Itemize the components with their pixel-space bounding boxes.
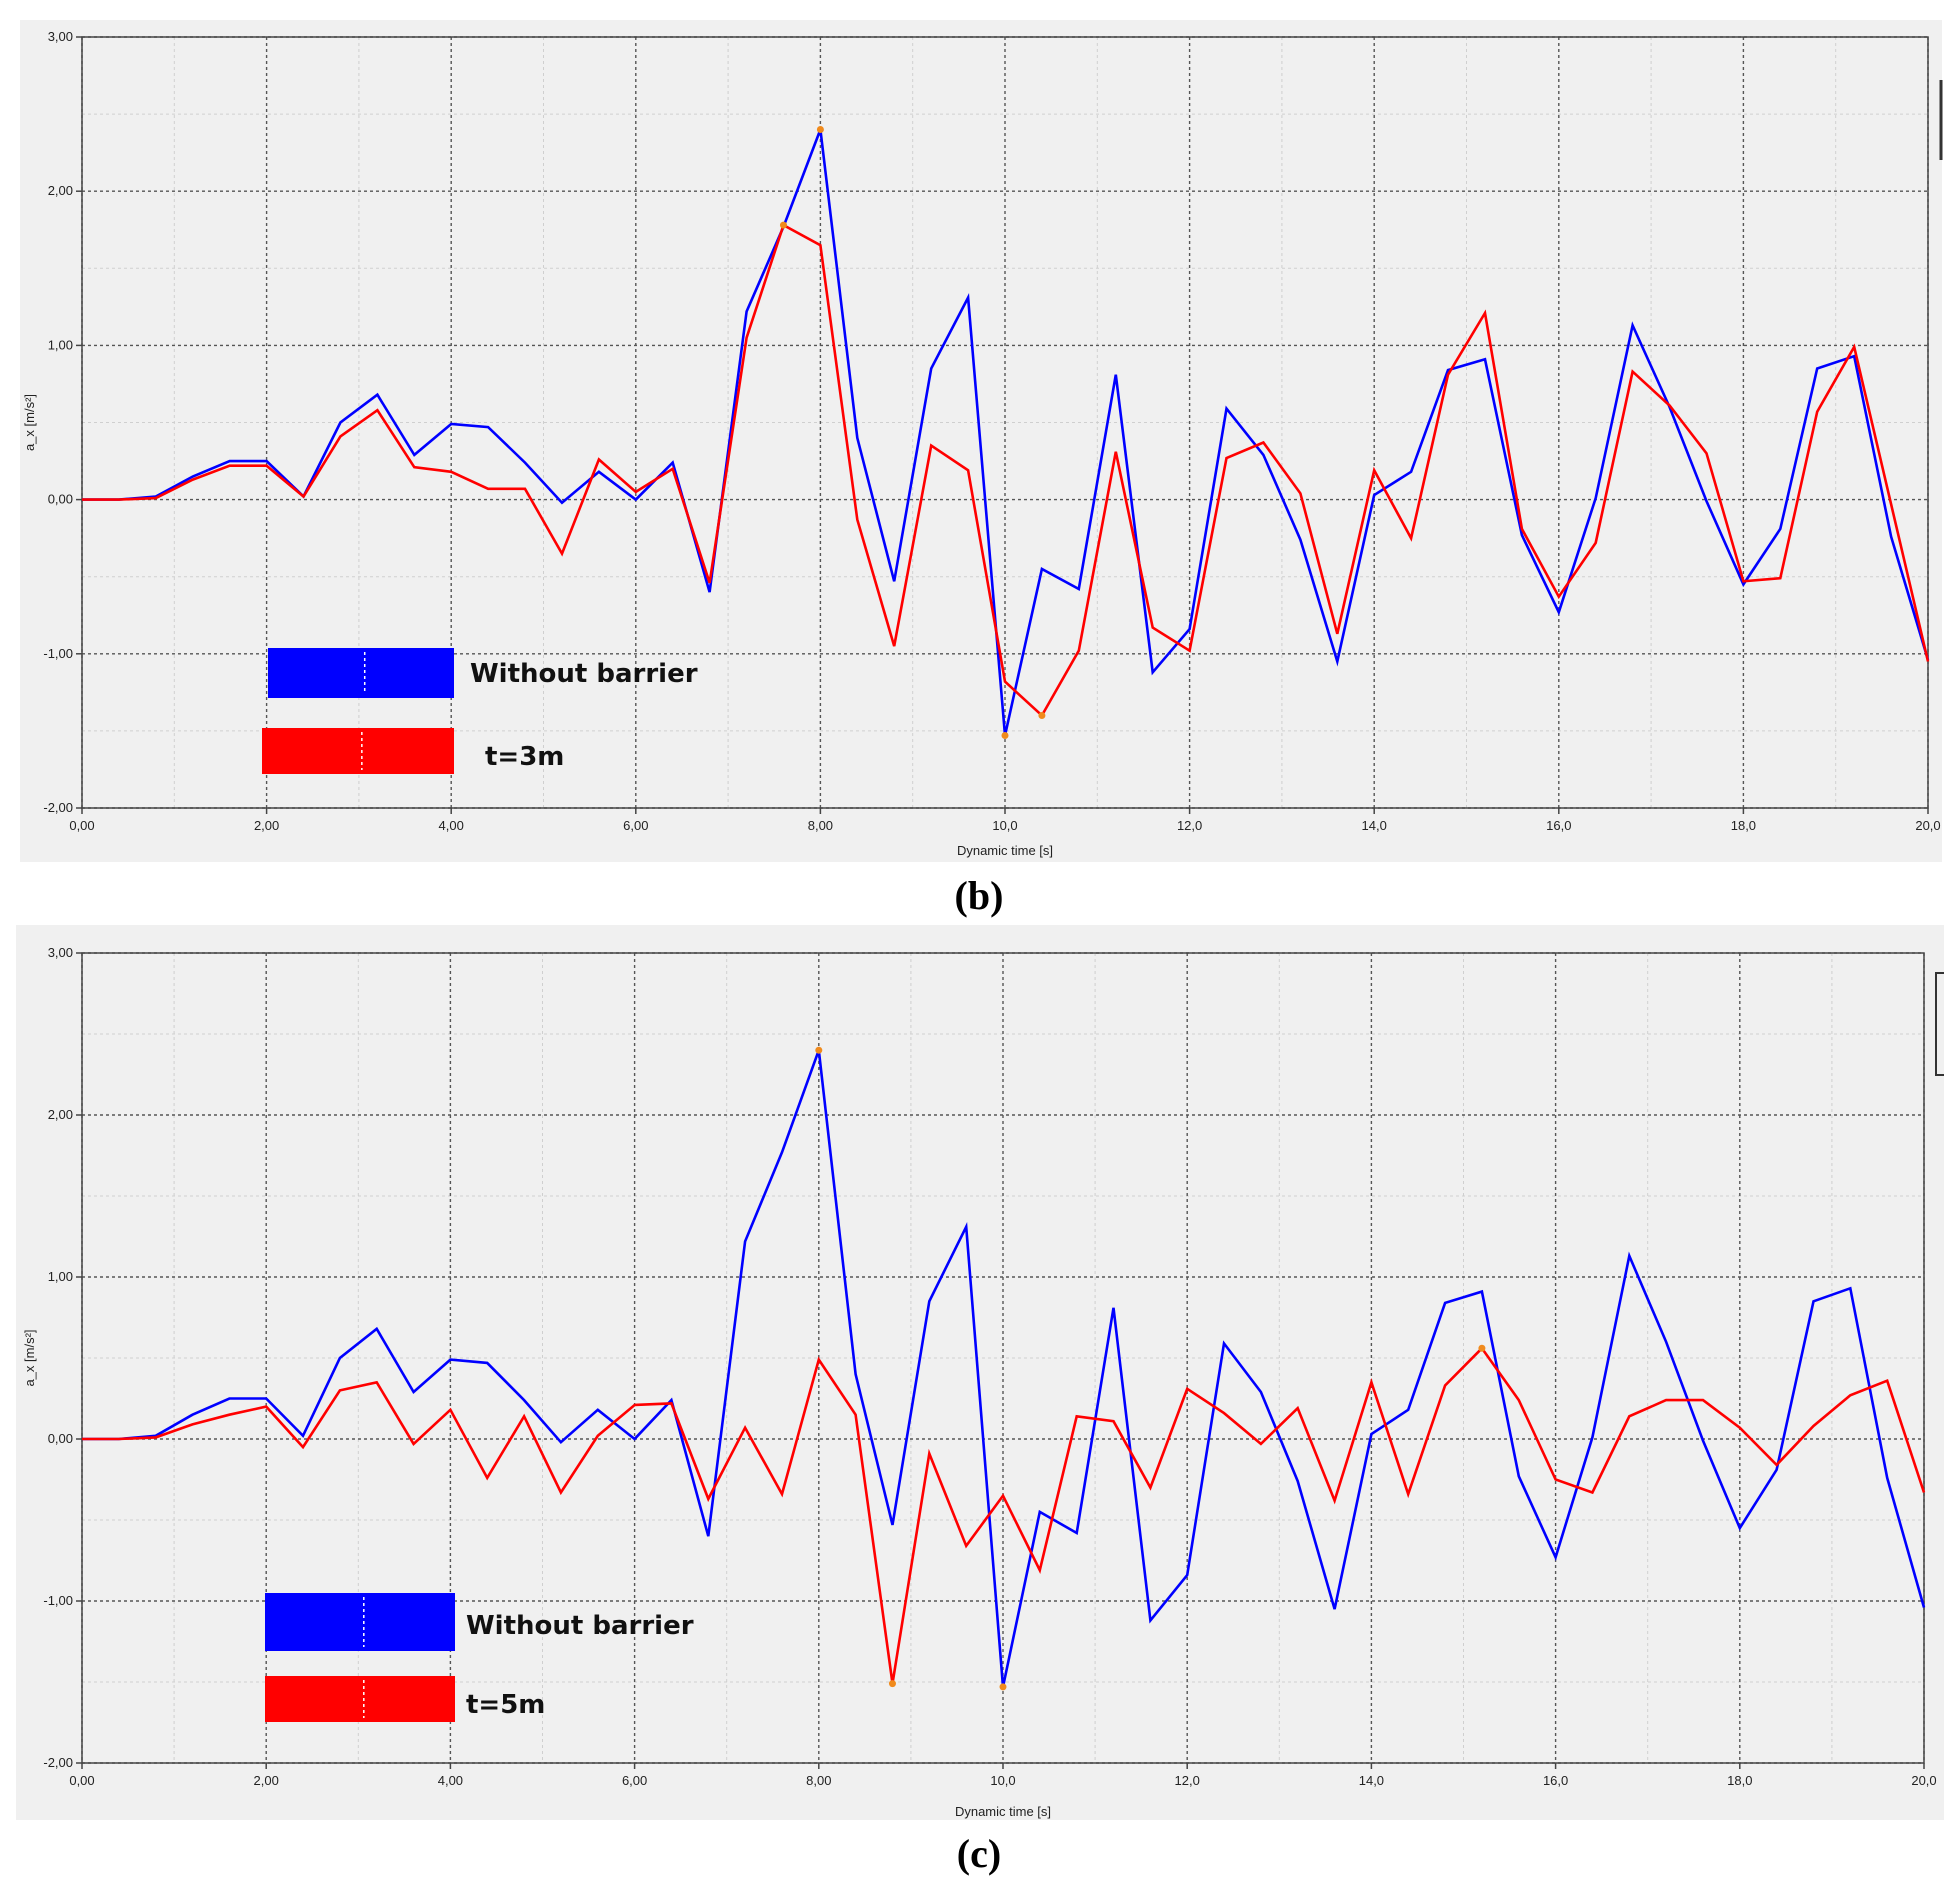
extreme-point-marker (1001, 732, 1009, 740)
x-axis-title: Dynamic time [s] (955, 1804, 1051, 1819)
series-line-with-barrier (82, 1346, 1926, 1684)
x-tick-label: 20,0 (1911, 1773, 1936, 1788)
caption-b: (b) (954, 873, 1004, 918)
x-tick-label: 2,00 (254, 818, 279, 833)
extreme-point-marker (888, 1680, 896, 1688)
axis-ticks: 0,00 2,00 4,00 6,00 8,00 10,0 12,0 14,0 16,0 18,0… (43, 29, 1940, 833)
extreme-point-marker (779, 221, 787, 229)
chart-c-svg: 0,00 2,00 4,00 6,00 8,00 10,0 12,0 14,0 16,0 18,0… (16, 925, 1944, 1820)
x-tick-label: 12,0 (1175, 1773, 1200, 1788)
x-tick-label: 10,0 (990, 1773, 1015, 1788)
x-tick-label: 8,00 (808, 818, 833, 833)
extreme-point-marker (1038, 711, 1046, 719)
y-tick-label: -1,00 (43, 1593, 73, 1608)
x-tick-label: 2,00 (254, 1773, 279, 1788)
legend-swatch (265, 1593, 455, 1651)
legend-swatch (268, 648, 454, 698)
x-tick-label: 0,00 (69, 1773, 94, 1788)
legend-swatch (265, 1676, 455, 1722)
scroll-handle (1935, 972, 1944, 1076)
legend-label: Without barrier (470, 659, 698, 689)
extreme-point-marker (999, 1683, 1007, 1691)
caption-c: (c) (956, 1831, 1002, 1876)
x-tick-label: 6,00 (623, 818, 648, 833)
chart-background (16, 925, 1944, 1820)
x-tick-label: 14,0 (1359, 1773, 1384, 1788)
y-tick-label: 2,00 (48, 183, 73, 198)
x-tick-label: 4,00 (438, 1773, 463, 1788)
chart-panel-c: 0,00 2,00 4,00 6,00 8,00 10,0 12,0 14,0 16,0 18,0… (0, 925, 1958, 1820)
legend-label: t=5m (466, 1690, 545, 1720)
x-axis-title: Dynamic time [s] (957, 843, 1053, 858)
x-tick-label: 16,0 (1543, 1773, 1568, 1788)
extreme-point-marker (1478, 1344, 1486, 1352)
y-tick-label: 3,00 (48, 945, 73, 960)
legend: Without barrier t=5m (265, 1593, 694, 1722)
highlight-markers (779, 126, 1046, 740)
x-tick-label: 10,0 (992, 818, 1017, 833)
highlight-markers (815, 1046, 1486, 1691)
x-tick-label: 8,00 (806, 1773, 831, 1788)
x-tick-label: 0,00 (69, 818, 94, 833)
x-tick-label: 6,00 (622, 1773, 647, 1788)
x-tick-label: 18,0 (1727, 1773, 1752, 1788)
y-axis-title: a_x [m/s²] (22, 1329, 37, 1386)
series-line-with-barrier (82, 223, 1930, 718)
legend-label: t=3m (485, 742, 564, 772)
legend-label: Without barrier (466, 1611, 694, 1641)
y-tick-label: 0,00 (48, 1431, 73, 1446)
x-tick-label: 20,0 (1915, 818, 1940, 833)
major-grid (81, 36, 1929, 809)
y-tick-label: 1,00 (48, 337, 73, 352)
x-tick-label: 14,0 (1362, 818, 1387, 833)
extreme-point-marker (815, 1046, 823, 1054)
y-tick-label: 3,00 (48, 29, 73, 44)
y-tick-label: -2,00 (43, 1755, 73, 1770)
y-tick-label: 1,00 (48, 1269, 73, 1284)
chart-b-svg: 0,00 2,00 4,00 6,00 8,00 10,0 12,0 14,0 16,0 18,0… (20, 20, 1943, 862)
x-tick-label: 12,0 (1177, 818, 1202, 833)
y-tick-label: -1,00 (43, 646, 73, 661)
y-tick-label: 0,00 (48, 492, 73, 507)
y-tick-label: -2,00 (43, 800, 73, 815)
extreme-point-marker (816, 126, 824, 134)
legend-swatch (262, 728, 454, 774)
x-tick-label: 18,0 (1731, 818, 1756, 833)
y-tick-label: 2,00 (48, 1107, 73, 1122)
x-tick-label: 16,0 (1546, 818, 1571, 833)
x-tick-label: 4,00 (439, 818, 464, 833)
axis-ticks: 0,00 2,00 4,00 6,00 8,00 10,0 12,0 14,0 16,0 18,0… (43, 945, 1936, 1788)
chart-panel-b: 0,00 2,00 4,00 6,00 8,00 10,0 12,0 14,0 16,0 18,0… (0, 0, 1958, 870)
y-axis-title: a_x [m/s²] (22, 394, 37, 451)
legend: Without barrier t=3m (262, 648, 698, 774)
